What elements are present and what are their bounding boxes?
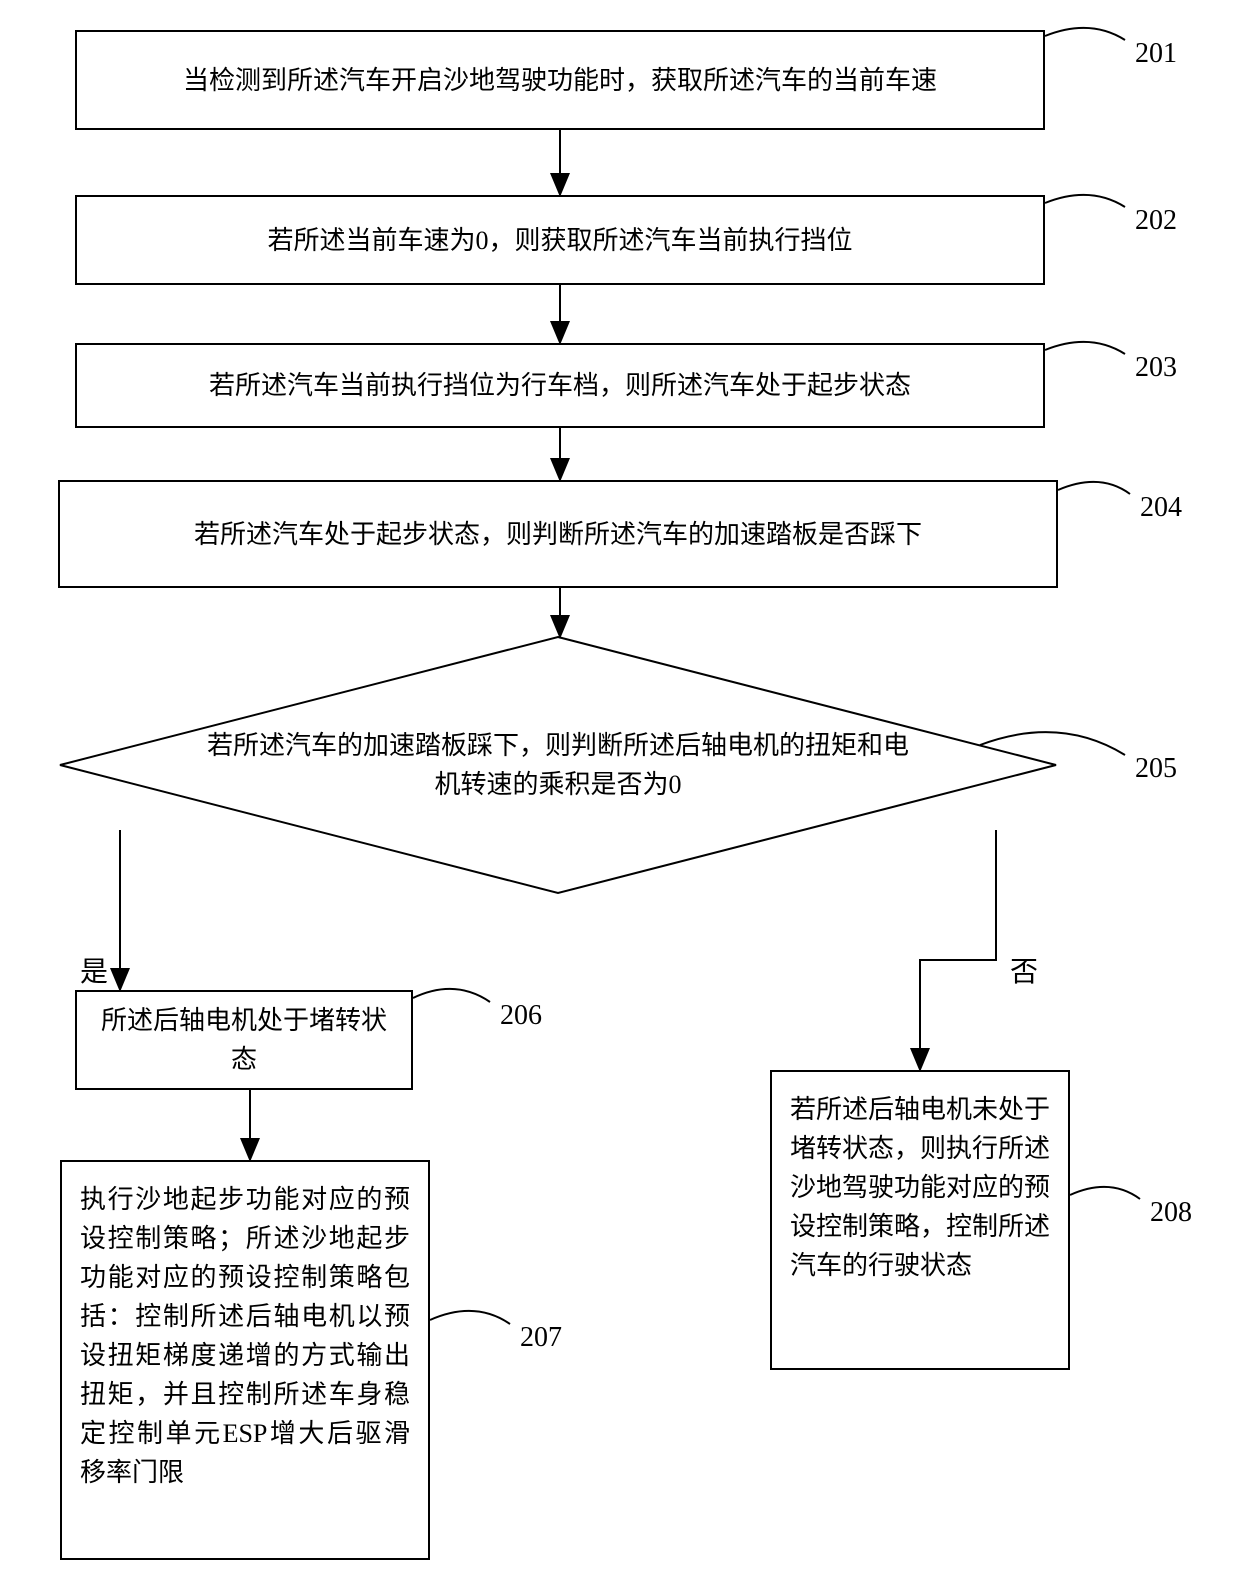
ref-label-206: 206 (500, 1000, 542, 1032)
node-text: 若所述后轴电机未处于堵转状态，则执行所述沙地驾驶功能对应的预设控制策略，控制所述… (790, 1090, 1050, 1285)
node-text: 若所述当前车速为0，则获取所述汽车当前执行挡位 (267, 221, 852, 260)
branch-no-label: 否 (1010, 950, 1038, 990)
flow-node-204: 若所述汽车处于起步状态，则判断所述汽车的加速踏板是否踩下 (58, 480, 1058, 588)
flow-node-208: 若所述后轴电机未处于堵转状态，则执行所述沙地驾驶功能对应的预设控制策略，控制所述… (770, 1070, 1070, 1370)
node-text: 若所述汽车的加速踏板踩下，则判断所述后轴电机的扭矩和电机转速的乘积是否为0 (198, 726, 918, 804)
node-text: 执行沙地起步功能对应的预设控制策略；所述沙地起步功能对应的预设控制策略包括：控制… (80, 1180, 410, 1492)
ref-label-204: 204 (1140, 492, 1182, 524)
ref-label-207: 207 (520, 1322, 562, 1354)
flow-node-207: 执行沙地起步功能对应的预设控制策略；所述沙地起步功能对应的预设控制策略包括：控制… (60, 1160, 430, 1560)
flow-node-202: 若所述当前车速为0，则获取所述汽车当前执行挡位 (75, 195, 1045, 285)
branch-yes-label: 是 (80, 950, 108, 990)
flow-node-201: 当检测到所述汽车开启沙地驾驶功能时，获取所述汽车的当前车速 (75, 30, 1045, 130)
node-text: 若所述汽车处于起步状态，则判断所述汽车的加速踏板是否踩下 (194, 515, 922, 554)
ref-label-202: 202 (1135, 205, 1177, 237)
ref-label-205: 205 (1135, 753, 1177, 785)
ref-label-208: 208 (1150, 1197, 1192, 1229)
node-text: 若所述汽车当前执行挡位为行车档，则所述汽车处于起步状态 (209, 366, 911, 405)
node-text: 当检测到所述汽车开启沙地驾驶功能时，获取所述汽车的当前车速 (183, 61, 937, 100)
flow-decision-205: 若所述汽车的加速踏板踩下，则判断所述后轴电机的扭矩和电机转速的乘积是否为0 (58, 635, 1058, 895)
flow-node-206: 所述后轴电机处于堵转状态 (75, 990, 413, 1090)
ref-label-201: 201 (1135, 38, 1177, 70)
flow-node-203: 若所述汽车当前执行挡位为行车档，则所述汽车处于起步状态 (75, 343, 1045, 428)
ref-label-203: 203 (1135, 352, 1177, 384)
node-text: 所述后轴电机处于堵转状态 (91, 1001, 397, 1079)
